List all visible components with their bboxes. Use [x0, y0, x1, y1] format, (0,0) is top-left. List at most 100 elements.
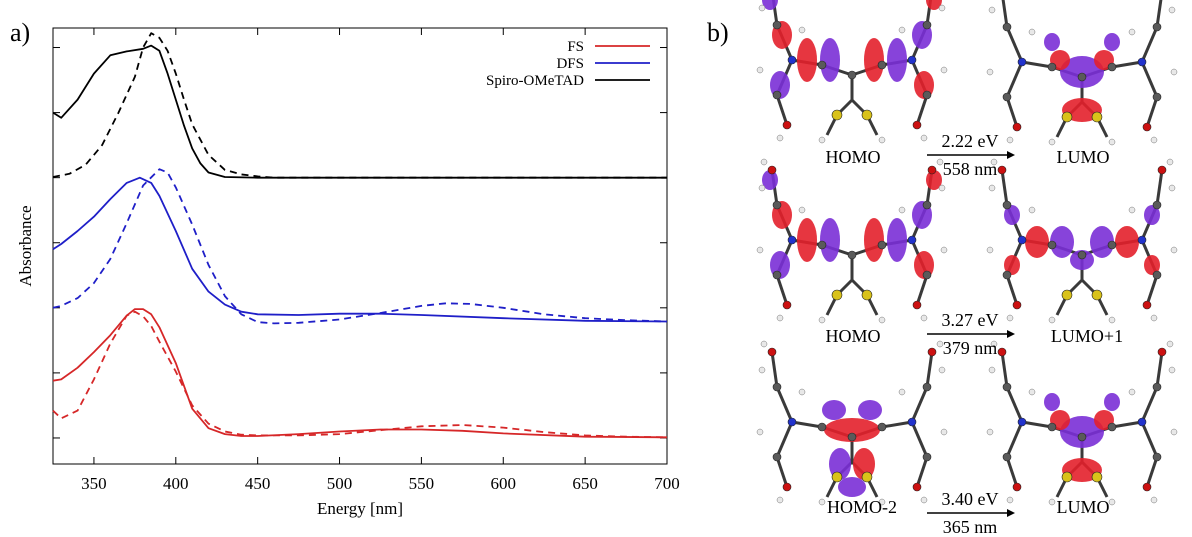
- hydrogen-atom: [878, 316, 886, 324]
- hydrogen-atom: [758, 366, 766, 374]
- bond: [1145, 274, 1159, 306]
- orbital-lobe: [762, 0, 778, 10]
- hydrogen-atom: [898, 388, 906, 396]
- bond: [1140, 26, 1159, 63]
- x-tick-label: 400: [163, 474, 189, 493]
- orbital-lobe: [762, 170, 778, 190]
- orbital-lobe: [858, 400, 882, 420]
- transition-wavelength-2: 379 nm: [942, 338, 998, 358]
- atom: [922, 90, 932, 100]
- molecule-homo-2: [756, 158, 948, 324]
- atom: [927, 347, 937, 357]
- bond: [1140, 61, 1159, 98]
- atom: [912, 482, 922, 492]
- atom: [1047, 422, 1057, 432]
- transition-arrow-3: [927, 509, 1015, 517]
- hydrogen-atom: [1128, 28, 1136, 36]
- atom: [1012, 300, 1022, 310]
- orbital-lobe: [864, 38, 884, 82]
- atom: [1002, 452, 1012, 462]
- orbital-lobe: [1044, 33, 1060, 51]
- hydrogen-atom: [940, 246, 948, 254]
- hydrogen-atom: [940, 66, 948, 74]
- atom: [1012, 122, 1022, 132]
- atom: [1061, 471, 1073, 483]
- legend-label-fs: FS: [567, 39, 584, 55]
- bond: [1155, 0, 1163, 28]
- atom: [1152, 92, 1162, 102]
- x-tick-label: 650: [572, 474, 598, 493]
- molecule-lumo-1: [986, 0, 1178, 146]
- atom: [922, 270, 932, 280]
- series-line-fs-dashed: [52, 310, 668, 439]
- atom: [1152, 452, 1162, 462]
- hydrogen-atom: [1108, 316, 1116, 324]
- panel-b-label: b): [707, 18, 729, 47]
- atom: [772, 452, 782, 462]
- atom: [912, 300, 922, 310]
- x-tick-label: 450: [245, 474, 271, 493]
- hydrogen-atom: [1150, 314, 1158, 322]
- molecule-lumo1-2: [986, 158, 1178, 324]
- orbital-lobe: [1060, 416, 1104, 448]
- atom: [877, 60, 887, 70]
- bond: [1145, 456, 1159, 488]
- bond: [910, 386, 929, 423]
- legend-label-spiro-ometad: Spiro-OMeTAD: [486, 73, 584, 89]
- orbital-label-to-1: LUMO: [1056, 147, 1110, 167]
- atom: [767, 165, 777, 175]
- bond: [775, 421, 794, 458]
- hydrogen-atom: [898, 26, 906, 34]
- atom: [922, 20, 932, 30]
- molecule-illustrations: [756, 0, 1178, 506]
- atom: [847, 70, 857, 80]
- bond: [1000, 169, 1009, 206]
- atom: [787, 235, 797, 245]
- atom: [817, 60, 827, 70]
- hydrogen-atom: [756, 66, 764, 74]
- atom: [1157, 165, 1167, 175]
- orbital-lobe: [1144, 255, 1160, 275]
- atom: [922, 452, 932, 462]
- orbital-label-to-2: LUMO+1: [1050, 326, 1124, 346]
- atom: [907, 55, 917, 65]
- hydrogen-atom: [1168, 184, 1176, 192]
- atom: [1137, 235, 1147, 245]
- hydrogen-atom: [1170, 68, 1178, 76]
- series-line-spiro-ometad-solid: [52, 44, 667, 179]
- orbital-lobe: [824, 418, 880, 442]
- hydrogen-atom: [1028, 28, 1036, 36]
- hydrogen-atom: [760, 158, 768, 166]
- orbital-lobe: [829, 448, 851, 480]
- bond: [1155, 351, 1164, 388]
- orbital-lobe: [1060, 56, 1104, 88]
- bond: [775, 456, 789, 488]
- atom: [787, 417, 797, 427]
- atom: [1061, 289, 1073, 301]
- hydrogen-atom: [756, 428, 764, 436]
- orbital-lobe: [1115, 226, 1139, 258]
- atom: [927, 165, 937, 175]
- atom: [772, 20, 782, 30]
- atom: [767, 347, 777, 357]
- orbital-lobe: [1050, 226, 1074, 258]
- orbital-lobe: [1104, 393, 1120, 411]
- bond: [1001, 0, 1009, 28]
- atom: [1152, 200, 1162, 210]
- bond: [1005, 456, 1019, 488]
- orbital-lobe: [853, 448, 875, 480]
- hydrogen-atom: [938, 366, 946, 374]
- hydrogen-atom: [776, 314, 784, 322]
- atom: [782, 300, 792, 310]
- hydrogen-atom: [920, 134, 928, 142]
- orbital-lobe: [1144, 205, 1160, 225]
- orbital-lobe: [926, 0, 942, 10]
- hydrogen-atom: [988, 184, 996, 192]
- hydrogen-atom: [1048, 138, 1056, 146]
- bond: [1005, 386, 1024, 423]
- atom: [1091, 111, 1103, 123]
- atom: [1142, 300, 1152, 310]
- hydrogen-atom: [798, 388, 806, 396]
- orbital-label-from-2: HOMO: [825, 326, 881, 346]
